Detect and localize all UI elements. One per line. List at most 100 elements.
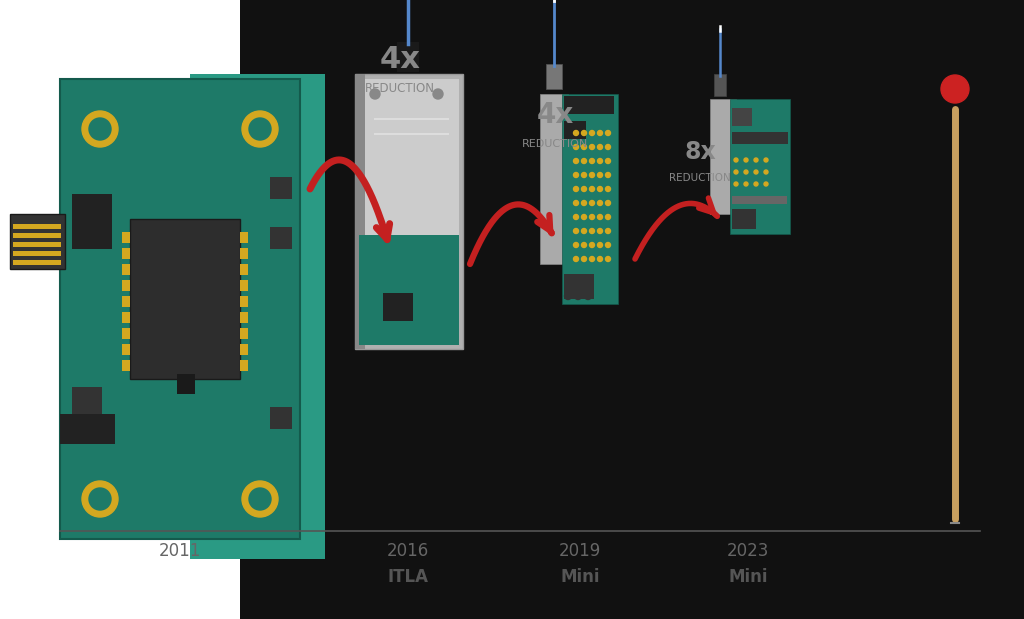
Bar [130,219,240,379]
Circle shape [582,228,587,233]
Circle shape [89,118,111,140]
Circle shape [590,158,595,163]
Circle shape [573,131,579,136]
Circle shape [573,228,579,233]
Bar [60,79,300,539]
Bar [383,293,413,321]
Circle shape [573,201,579,206]
Circle shape [597,243,602,248]
Circle shape [590,215,595,220]
Bar [240,264,248,275]
Bar [240,248,248,259]
Bar [732,196,787,204]
Bar [0,0,240,619]
Bar [122,328,130,339]
Circle shape [605,228,610,233]
Circle shape [605,243,610,248]
Circle shape [582,186,587,191]
Circle shape [564,293,571,300]
Circle shape [605,144,610,150]
Bar [240,296,248,307]
Bar [122,264,130,275]
Bar [270,407,292,429]
Circle shape [582,243,587,248]
Circle shape [597,256,602,261]
Bar [10,214,65,269]
Text: 2011: 2011 [159,542,201,560]
Circle shape [573,158,579,163]
Circle shape [597,201,602,206]
Circle shape [582,173,587,178]
Text: 8x: 8x [684,140,716,164]
Text: REDUCTION: REDUCTION [522,139,588,149]
Circle shape [590,243,595,248]
Circle shape [734,170,738,174]
Bar [60,414,115,444]
Bar [540,94,568,264]
Bar [122,296,130,307]
Bar [546,64,562,89]
Bar [730,99,790,234]
Bar [13,224,61,229]
Bar [122,360,130,371]
Circle shape [590,201,595,206]
Circle shape [585,293,592,300]
Bar [122,344,130,355]
Circle shape [597,215,602,220]
Text: REDUCTION: REDUCTION [669,173,731,183]
Circle shape [573,256,579,261]
Circle shape [605,186,610,191]
Circle shape [597,186,602,191]
Circle shape [582,256,587,261]
Bar [714,74,726,96]
Circle shape [605,131,610,136]
Circle shape [590,228,595,233]
Text: REDUCTION: REDUCTION [365,82,435,95]
Circle shape [734,158,738,162]
Circle shape [754,170,758,174]
Text: 4x: 4x [537,101,573,129]
Bar [122,280,130,291]
Circle shape [573,186,579,191]
Bar [732,108,752,126]
Circle shape [582,144,587,150]
Circle shape [582,215,587,220]
Bar [355,74,463,349]
Circle shape [370,89,380,99]
Bar [122,312,130,323]
Circle shape [574,293,582,300]
Text: 2023: 2023 [727,542,769,560]
Circle shape [590,256,595,261]
Circle shape [590,131,595,136]
Bar [355,74,365,349]
Bar [240,232,248,243]
Circle shape [605,173,610,178]
Circle shape [573,215,579,220]
Circle shape [597,158,602,163]
Circle shape [573,173,579,178]
Bar [240,0,1024,619]
Circle shape [590,173,595,178]
Bar [564,96,614,114]
Bar [13,242,61,247]
Bar [359,235,459,345]
Bar [177,374,195,394]
Text: 4x: 4x [380,45,421,74]
Circle shape [82,111,118,147]
Bar [122,248,130,259]
Circle shape [605,158,610,163]
Bar [13,260,61,265]
Circle shape [764,182,768,186]
Bar [13,233,61,238]
Bar [710,99,736,214]
Circle shape [582,131,587,136]
Circle shape [89,488,111,510]
Circle shape [82,481,118,517]
Circle shape [597,228,602,233]
Circle shape [764,170,768,174]
Bar [270,177,292,199]
Bar [270,227,292,249]
Bar [240,360,248,371]
Circle shape [249,118,271,140]
Circle shape [249,488,271,510]
